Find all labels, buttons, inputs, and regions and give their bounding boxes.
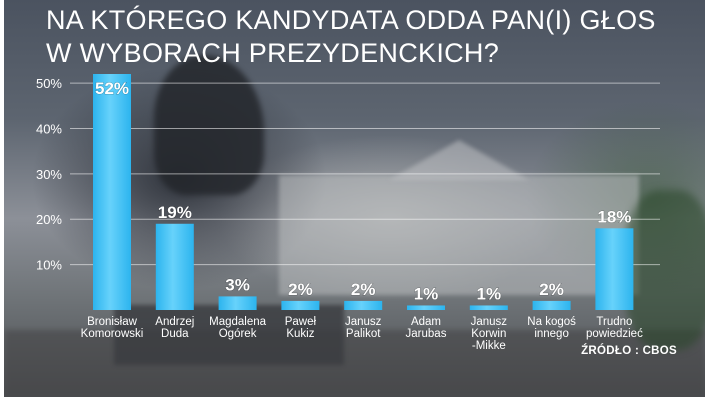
data-label: 19% (158, 203, 192, 222)
labels: 52% Bronisław Komorowski 19% Andrzej Duda 3% Ma… (81, 79, 643, 353)
bars (93, 74, 634, 310)
category-label: Trudno powiedzieć (586, 316, 643, 340)
y-tick-label: 40% (36, 121, 62, 136)
data-label: 1% (414, 284, 439, 303)
category-label: Janusz Korwin -Mikke (471, 316, 508, 352)
data-label: 1% (477, 284, 502, 303)
chart-background (4, 0, 705, 397)
bar (407, 305, 445, 310)
chart-title-line-2: W WYBORACH PREZYDENCKICH? (46, 38, 500, 68)
category-label: Andrzej Duda (155, 316, 194, 340)
bar (344, 300, 383, 310)
category-label: Adam Jarubas (406, 316, 447, 340)
bar (469, 305, 508, 310)
bar (218, 296, 257, 310)
data-label: 52% (95, 79, 129, 98)
category-label: Paweł Kukiz (285, 316, 317, 340)
data-label: 2% (288, 280, 313, 299)
bar (281, 300, 320, 310)
category-label: Janusz Palikot (345, 316, 382, 340)
y-tick-label: 20% (36, 212, 62, 227)
category-label: Magdalena Ogórek (209, 316, 267, 340)
bar (155, 223, 194, 310)
chart-title-line-1: NA KTÓREGO KANDYDATA ODDA PAN(I) GŁOS (46, 5, 656, 35)
data-label: 3% (225, 275, 250, 294)
bg-trees (624, 190, 705, 350)
bar (595, 228, 634, 310)
bg-statue (154, 55, 264, 195)
category-label: Bronisław Komorowski (81, 316, 144, 340)
category-label: Na kogoś innego (527, 316, 576, 340)
bg-pediment (389, 140, 529, 180)
chart-title: NA KTÓREGO KANDYDATA ODDA PAN(I) GŁOS W … (46, 4, 656, 70)
data-label: 2% (351, 280, 376, 299)
bg-pedestal (114, 305, 344, 365)
source-note: ŹRÓDŁO : CBOS (581, 345, 677, 357)
y-tick-label: 30% (36, 167, 62, 182)
bg-palace (279, 175, 639, 295)
data-label: 18% (597, 207, 631, 226)
bar (93, 74, 131, 310)
data-label: 2% (539, 280, 564, 299)
y-tick-label: 50% (36, 76, 62, 91)
bar (532, 300, 571, 310)
y-tick-label: 10% (36, 258, 62, 273)
